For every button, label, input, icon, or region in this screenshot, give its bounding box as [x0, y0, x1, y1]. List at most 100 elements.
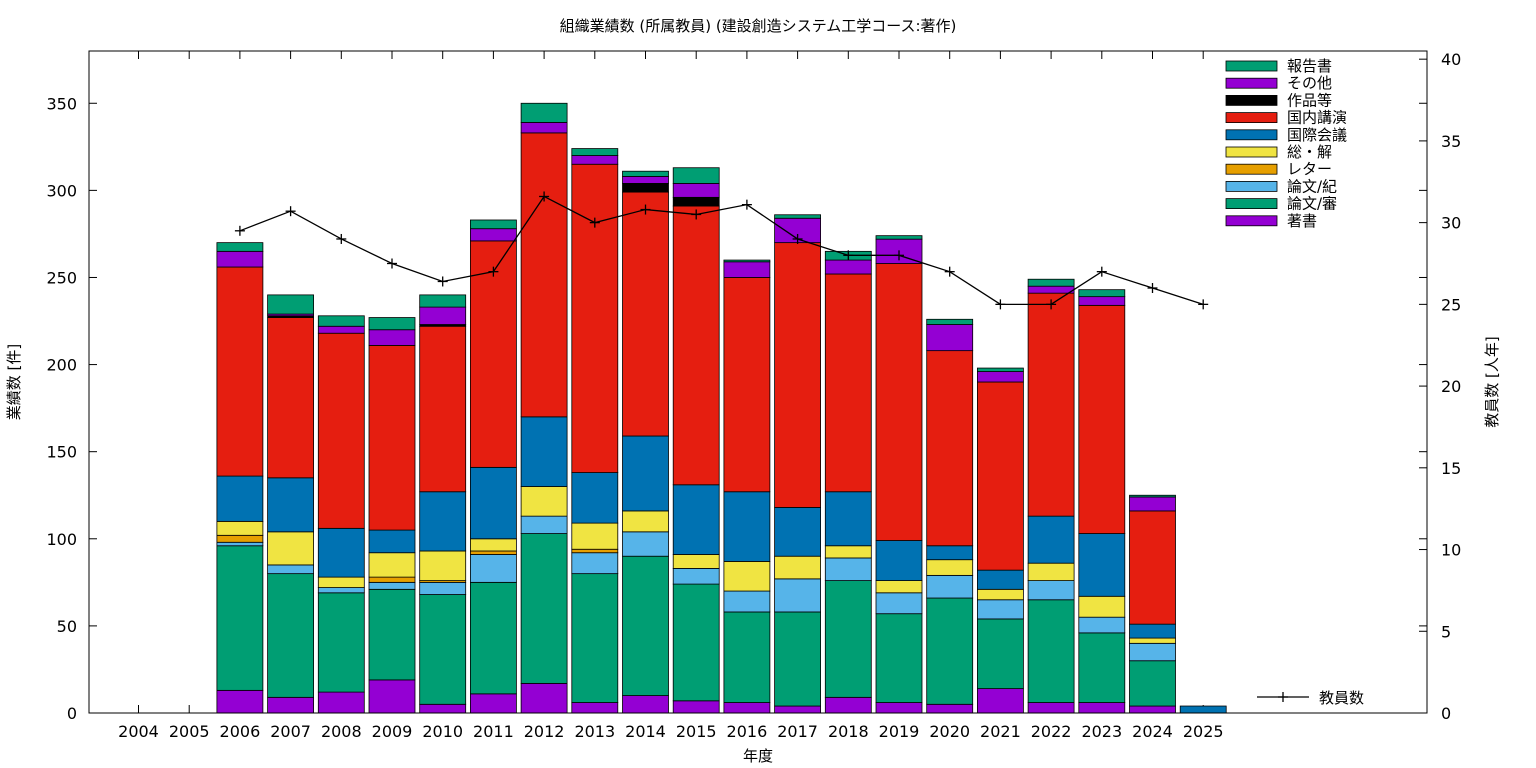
legend-label: その他	[1287, 74, 1332, 92]
bar-segment	[520, 682, 568, 714]
bar-segment	[977, 569, 1024, 590]
bar-segment	[1027, 285, 1075, 294]
bar-segment	[672, 196, 720, 207]
bar-segment	[520, 132, 568, 418]
bar-segment	[723, 590, 771, 613]
bar-segment	[216, 545, 264, 691]
bar-segment	[622, 510, 669, 533]
bar-segment	[977, 618, 1024, 690]
bar-segment	[368, 529, 416, 554]
bar-segment	[317, 332, 365, 529]
bar-segment	[571, 522, 619, 550]
bar-segment	[875, 580, 923, 594]
legend-label: 国際会議	[1287, 126, 1347, 144]
bar-segment	[875, 592, 923, 615]
bar-segment	[520, 122, 568, 134]
bar-segment	[419, 294, 467, 308]
bar-segment	[469, 466, 517, 540]
bar-segment	[469, 581, 517, 695]
x-tick-label: 2014	[625, 722, 666, 741]
faculty-line	[239, 195, 1204, 306]
bar-segment	[267, 573, 315, 698]
legend-swatch	[1225, 198, 1278, 210]
bar-segment	[1027, 278, 1075, 287]
bar-segment	[571, 472, 619, 524]
bar-segment	[571, 548, 619, 554]
legend-label: 論文/紀	[1287, 177, 1337, 195]
bar-segment	[317, 691, 365, 714]
bar-segment	[977, 588, 1024, 601]
bar-segment	[419, 703, 467, 714]
legend-swatch	[1225, 129, 1278, 141]
x-tick-label: 2024	[1132, 722, 1173, 741]
x-tick-label: 2005	[169, 722, 210, 741]
bar-segment	[216, 266, 264, 477]
legend-label: 総・解	[1287, 143, 1332, 161]
y2-tick-label: 5	[1441, 622, 1451, 641]
bar-segment	[977, 599, 1024, 620]
x-tick-label: 2006	[220, 722, 261, 741]
bar-segment	[368, 345, 416, 531]
bar-segment	[419, 550, 467, 581]
bar-segment	[571, 163, 619, 473]
bar-segment	[672, 700, 720, 714]
legend-label: 著書	[1287, 212, 1317, 230]
bar-segment	[419, 594, 467, 705]
bar-segment	[520, 416, 568, 487]
bar-segment	[520, 486, 568, 517]
bar-segment	[824, 545, 872, 559]
bar-segment	[216, 520, 264, 536]
bar-segment	[1078, 632, 1126, 703]
bar-segment	[267, 696, 315, 714]
y2-tick-label: 0	[1441, 704, 1451, 723]
bar-segment	[977, 367, 1024, 372]
bar-segment	[875, 235, 923, 240]
legend-label: 報告書	[1287, 57, 1332, 75]
chart-title: 組織業績数 (所属教員) (建設創造システム工学コース:著作)	[560, 17, 957, 35]
bar-segment	[926, 574, 974, 599]
bar-segment	[520, 102, 568, 123]
legend-label: 教員数	[1319, 689, 1364, 707]
y2-tick-label: 40	[1441, 50, 1461, 69]
bar-segment	[469, 240, 517, 468]
bar-segment	[824, 259, 872, 275]
bar-segment	[1027, 515, 1075, 564]
bar-segment	[368, 581, 416, 590]
y2-axis-label: 教員数 [人年]	[1483, 336, 1501, 427]
x-tick-label: 2012	[524, 722, 565, 741]
bar-segment	[216, 541, 264, 547]
bar-segment	[216, 242, 264, 252]
bar-segment	[571, 155, 619, 165]
bar-segment	[672, 167, 720, 184]
bar-segment	[1129, 705, 1176, 714]
bar-segment	[1129, 510, 1176, 625]
bar-segment	[267, 317, 315, 479]
legend-label: 論文/審	[1287, 195, 1337, 213]
bar-segment	[317, 527, 365, 578]
x-tick-label: 2010	[422, 722, 463, 741]
x-tick-label: 2025	[1183, 722, 1224, 741]
bar-segment	[672, 205, 720, 486]
bar-segment	[672, 182, 720, 198]
bar-segment	[317, 315, 365, 327]
bar-segment	[1129, 623, 1176, 639]
x-tick-label: 2015	[676, 722, 717, 741]
bar-segment	[926, 324, 974, 352]
x-tick-label: 2019	[879, 722, 920, 741]
bar-segment	[723, 277, 771, 493]
bar-segment	[824, 491, 872, 547]
bar-segment	[622, 531, 669, 557]
y2-tick-label: 10	[1441, 541, 1461, 560]
bar-segment	[469, 538, 517, 552]
x-tick-label: 2007	[270, 722, 311, 741]
bar-segment	[926, 318, 974, 325]
bar-segment	[672, 554, 720, 569]
bar-segment	[622, 176, 669, 184]
x-tick-label: 2021	[980, 722, 1021, 741]
plot-frame	[88, 50, 1428, 714]
legend-label: 作品等	[1287, 91, 1332, 109]
bar-segment	[723, 702, 771, 714]
y-tick-label: 300	[46, 181, 77, 200]
bar-segment	[622, 555, 669, 696]
bar-segment	[1027, 599, 1075, 703]
